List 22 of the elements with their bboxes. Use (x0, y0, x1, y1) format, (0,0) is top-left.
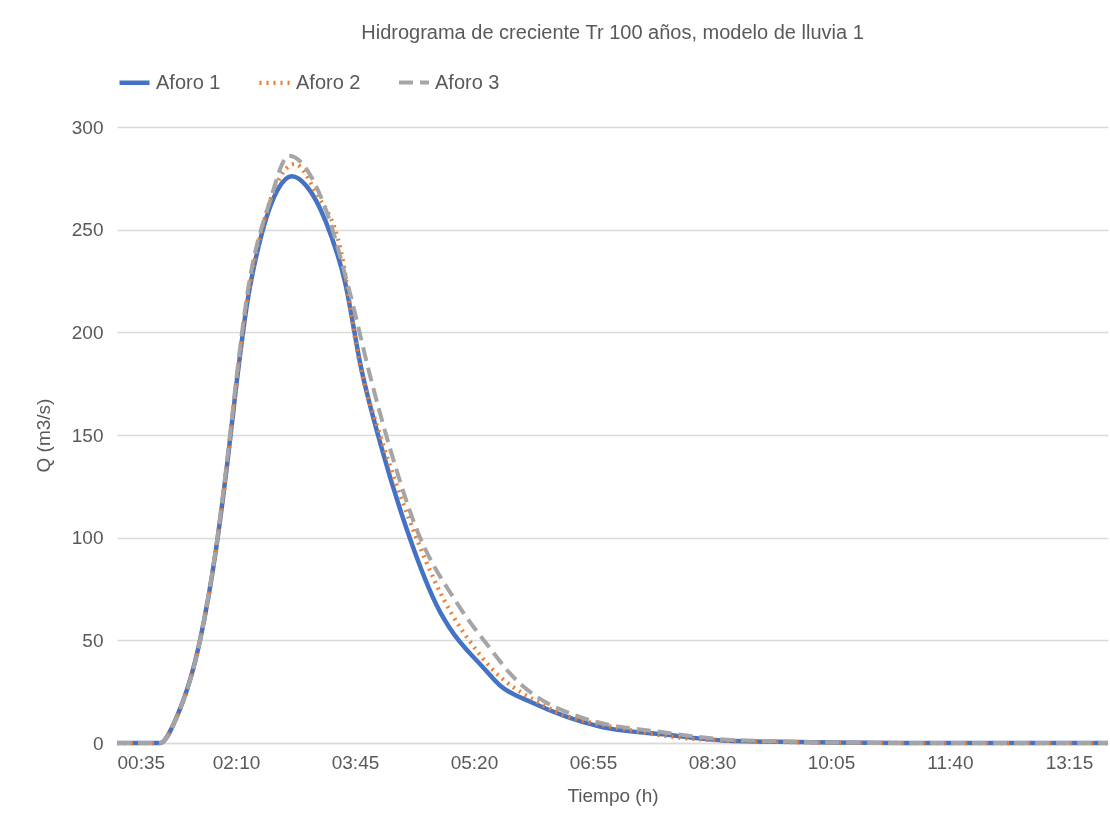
y-tick-label: 0 (92, 732, 104, 754)
chart-title: Hidrograma de creciente Tr 100 años, modelo de lluvia 1 (361, 21, 864, 43)
y-tick-label: 250 (71, 219, 104, 241)
y-tick-label: 200 (71, 321, 104, 343)
x-tick-label: 06:55 (569, 751, 618, 773)
x-tick-label: 11:40 (927, 751, 974, 773)
x-tick-label: 03:45 (331, 751, 380, 773)
y-tick-label: 300 (71, 116, 104, 138)
legend-label: Aforo 1 (156, 70, 221, 93)
y-tick-label: 100 (71, 527, 104, 549)
y-tick-label: 150 (71, 424, 104, 446)
x-tick-label: 02:10 (212, 751, 261, 773)
y-tick-label: 50 (82, 629, 104, 651)
x-axis-title: Tiempo (h) (567, 784, 659, 806)
x-tick-label: 13:15 (1045, 751, 1094, 773)
x-tick-label: 08:30 (688, 751, 737, 773)
legend-label: Aforo 3 (435, 70, 500, 93)
y-axis-title: Q (m3/s) (32, 398, 54, 473)
x-tick-label: 00:35 (117, 751, 166, 773)
legend-label: Aforo 2 (296, 70, 361, 93)
x-tick-label: 05:20 (450, 751, 499, 773)
x-tick-label: 10:05 (807, 751, 856, 773)
